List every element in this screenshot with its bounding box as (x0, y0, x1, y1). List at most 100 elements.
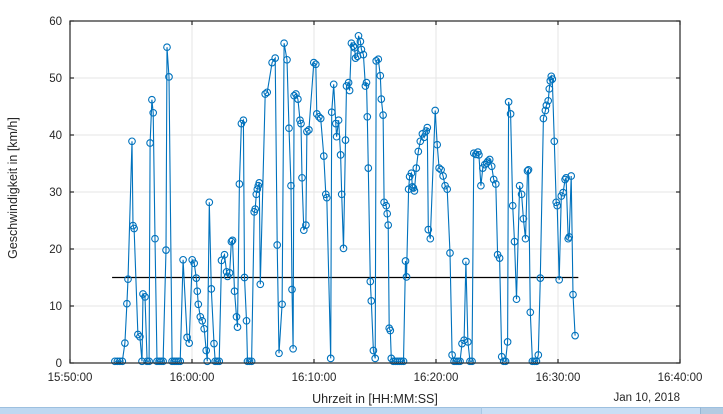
taskbar-segment[interactable] (481, 407, 700, 414)
data-point-marker (446, 249, 454, 257)
x-tick-label: 15:50:00 (48, 372, 93, 384)
data-point-marker (113, 357, 122, 366)
data-point-marker (339, 244, 348, 253)
taskbar-segment[interactable] (700, 407, 723, 414)
data-point-marker (541, 106, 550, 115)
data-point-marker (376, 71, 385, 80)
data-point-marker (526, 308, 535, 317)
data-point-marker (495, 254, 504, 262)
data-point-marker (294, 95, 302, 103)
axis-date-annotation: Jan 10, 2018 (613, 392, 680, 404)
y-tick-label: 30 (49, 187, 62, 199)
data-point-marker (377, 95, 386, 103)
data-point-marker (165, 73, 173, 81)
data-point-marker (275, 349, 283, 358)
data-point-marker (452, 357, 460, 366)
data-point-marker (414, 147, 423, 156)
data-point-marker (192, 274, 201, 282)
data-point-marker (382, 201, 391, 210)
x-tick-label: 16:40:00 (658, 372, 703, 384)
data-point-marker (242, 316, 251, 325)
data-point-marker (408, 183, 417, 191)
data-point-marker (228, 236, 237, 245)
data-point-marker (190, 259, 199, 268)
data-point-marker (550, 137, 559, 146)
data-point-marker (460, 336, 468, 345)
data-point-marker (464, 338, 472, 346)
data-point-marker (115, 357, 124, 366)
data-point-marker (172, 357, 180, 366)
data-point-marker (489, 175, 498, 184)
data-point-marker (203, 357, 212, 366)
data-point-marker (245, 357, 254, 366)
data-point-marker (243, 357, 252, 366)
data-point-marker (423, 123, 432, 132)
data-point-marker (273, 241, 282, 249)
data-point-marker (136, 332, 144, 341)
data-point-marker (200, 324, 209, 333)
data-point-marker (544, 96, 553, 105)
data-point-marker (517, 190, 526, 199)
data-point-marker (283, 55, 291, 64)
data-point-marker (211, 357, 220, 366)
data-point-marker (141, 293, 149, 301)
x-axis-label: Uhrzeit in [HH:MM:SS] (312, 392, 438, 406)
data-point-marker (399, 357, 408, 366)
data-point-marker (319, 152, 328, 160)
data-point-marker (468, 357, 476, 366)
data-point-marker (344, 78, 353, 87)
data-point-marker (213, 357, 222, 366)
data-point-marker (302, 221, 310, 229)
data-point-marker (289, 344, 297, 353)
data-point-marker (569, 290, 577, 299)
data-point-marker (287, 181, 295, 190)
data-point-marker (336, 151, 345, 159)
data-point-marker (174, 357, 183, 366)
data-point-marker (148, 95, 156, 104)
data-point-marker (232, 312, 241, 321)
data-point-marker (337, 190, 346, 199)
data-point-marker (466, 357, 474, 366)
data-point-marker (111, 357, 119, 366)
data-point-marker (151, 234, 159, 243)
data-point-marker (536, 274, 545, 282)
data-point-marker (288, 285, 296, 294)
data-point-marker (424, 225, 433, 234)
data-point-marker (362, 78, 371, 87)
data-point-marker (497, 352, 506, 361)
data-point-marker (435, 164, 443, 172)
data-point-marker (118, 357, 127, 366)
data-point-marker (292, 90, 300, 98)
data-point-marker (422, 127, 431, 135)
data-point-marker (298, 173, 306, 182)
data-point-marker (121, 339, 129, 347)
x-tick-label: 16:30:00 (536, 372, 581, 384)
data-point-marker (491, 180, 500, 188)
data-point-marker (149, 108, 158, 117)
data-point-marker (565, 233, 574, 241)
data-point-marker (475, 151, 483, 159)
data-point-marker (327, 108, 336, 117)
data-point-marker (315, 112, 323, 121)
data-point-marker (305, 126, 313, 134)
data-point-marker (202, 346, 211, 355)
data-point-marker (278, 300, 286, 309)
data-point-marker (322, 193, 331, 202)
data-point-marker (280, 39, 288, 48)
speed-series-line (114, 35, 576, 362)
data-point-marker (567, 172, 576, 180)
data-point-marker (443, 185, 452, 194)
data-point-marker (410, 187, 419, 195)
data-point-marker (542, 101, 551, 110)
data-point-marker (512, 295, 521, 304)
data-point-marker (407, 169, 416, 178)
data-point-marker (501, 357, 510, 366)
data-point-marker (552, 198, 561, 207)
taskbar-segment[interactable] (0, 407, 481, 414)
data-point-marker (559, 188, 567, 197)
data-point-marker (515, 181, 524, 190)
data-point-marker (363, 112, 372, 121)
data-point-marker (155, 357, 163, 366)
y-tick-label: 20 (49, 244, 62, 256)
